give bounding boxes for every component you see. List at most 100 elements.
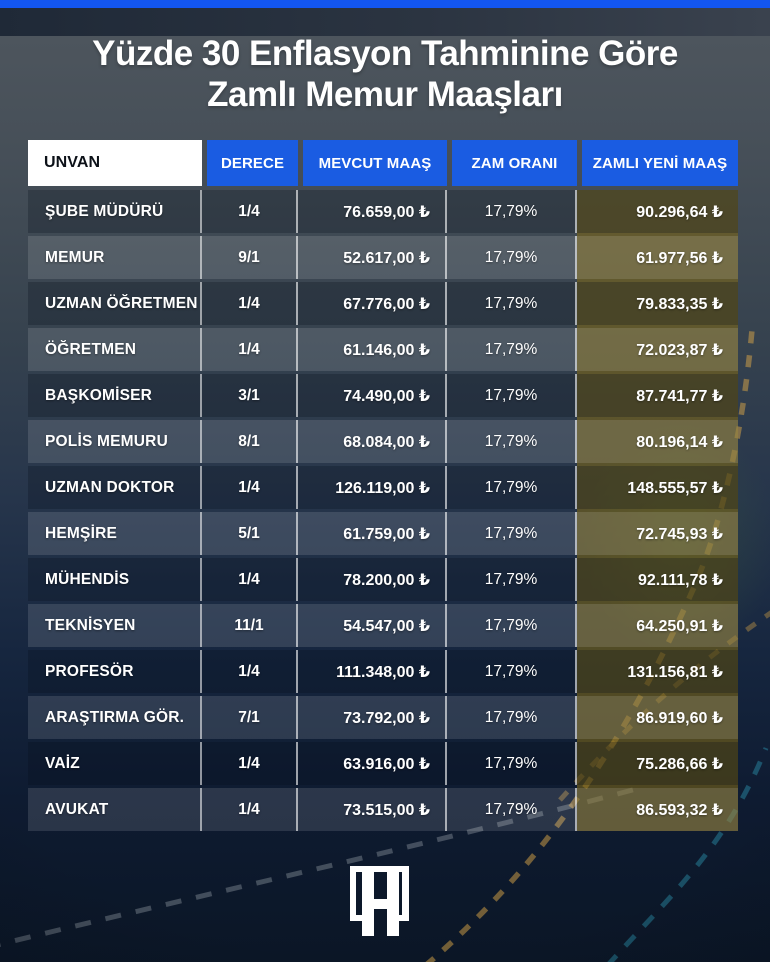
cell-mevcut-maas: 61.759,00 ₺ [298, 512, 447, 555]
cell-unvan: ŞUBE MÜDÜRÜ [28, 190, 202, 233]
table-header-row: UNVAN DERECE MEVCUT MAAŞ ZAM ORANI ZAMLI… [28, 140, 738, 186]
table-row: AVUKAT 1/4 73.515,00 ₺ 17,79% 86.593,32 … [28, 788, 738, 831]
header-mevcut-maas: MEVCUT MAAŞ [303, 140, 447, 186]
cell-zamli-maas: 75.286,66 ₺ [636, 755, 723, 773]
cell-unvan: BAŞKOMİSER [28, 374, 202, 417]
cell-mevcut-maas: 74.490,00 ₺ [298, 374, 447, 417]
table-row: UZMAN DOKTOR 1/4 126.119,00 ₺ 17,79% 148… [28, 466, 738, 509]
zamli-column-highlight [577, 190, 738, 831]
header-unvan: UNVAN [28, 140, 202, 186]
cell-mevcut-maas: 73.515,00 ₺ [298, 788, 447, 831]
cell-zam-orani: 17,79% [447, 788, 577, 831]
h-logo-icon [350, 866, 409, 936]
cell-zamli-maas: 148.555,57 ₺ [627, 479, 723, 497]
cell-unvan: TEKNİSYEN [28, 604, 202, 647]
hurriyet-h-logo [350, 866, 410, 938]
page-title-line2: Zamlı Memur Maaşları [207, 75, 563, 114]
table-row: VAİZ 1/4 63.916,00 ₺ 17,79% 75.286,66 ₺ [28, 742, 738, 785]
cell-derece: 1/4 [202, 190, 298, 233]
cell-zamli-maas: 80.196,14 ₺ [636, 433, 723, 451]
cell-derece: 1/4 [202, 742, 298, 785]
cell-derece: 8/1 [202, 420, 298, 463]
cell-unvan: POLİS MEMURU [28, 420, 202, 463]
cell-mevcut-maas: 54.547,00 ₺ [298, 604, 447, 647]
cell-unvan: ARAŞTIRMA GÖR. [28, 696, 202, 739]
cell-derece: 1/4 [202, 466, 298, 509]
cell-unvan: HEMŞİRE [28, 512, 202, 555]
cell-zamli-maas: 86.593,32 ₺ [636, 801, 723, 819]
cell-zam-orani: 17,79% [447, 236, 577, 279]
top-accent-strip [0, 0, 770, 8]
cell-zamli-maas: 72.023,87 ₺ [636, 341, 723, 359]
cell-zam-orani: 17,79% [447, 558, 577, 601]
salary-table: UNVAN DERECE MEVCUT MAAŞ ZAM ORANI ZAMLI… [28, 140, 738, 834]
cell-zam-orani: 17,79% [447, 328, 577, 371]
cell-zam-orani: 17,79% [447, 696, 577, 739]
cell-zamli-maas: 90.296,64 ₺ [636, 203, 723, 221]
header-zam-orani: ZAM ORANI [452, 140, 577, 186]
page-title-line1: Yüzde 30 Enflasyon Tahminine Göre [92, 34, 678, 73]
table-row: ARAŞTIRMA GÖR. 7/1 73.792,00 ₺ 17,79% 86… [28, 696, 738, 739]
cell-unvan: ÖĞRETMEN [28, 328, 202, 371]
top-header-bar [0, 8, 770, 36]
table-row: PROFESÖR 1/4 111.348,00 ₺ 17,79% 131.156… [28, 650, 738, 693]
cell-zam-orani: 17,79% [447, 190, 577, 233]
table-row: BAŞKOMİSER 3/1 74.490,00 ₺ 17,79% 87.741… [28, 374, 738, 417]
cell-derece: 5/1 [202, 512, 298, 555]
table-row: MÜHENDİS 1/4 78.200,00 ₺ 17,79% 92.111,7… [28, 558, 738, 601]
cell-unvan: UZMAN ÖĞRETMEN [28, 282, 202, 325]
cell-derece: 1/4 [202, 788, 298, 831]
cell-unvan: VAİZ [28, 742, 202, 785]
table-row: UZMAN ÖĞRETMEN 1/4 67.776,00 ₺ 17,79% 79… [28, 282, 738, 325]
cell-derece: 9/1 [202, 236, 298, 279]
cell-unvan: UZMAN DOKTOR [28, 466, 202, 509]
table-row: ÖĞRETMEN 1/4 61.146,00 ₺ 17,79% 72.023,8… [28, 328, 738, 371]
cell-mevcut-maas: 61.146,00 ₺ [298, 328, 447, 371]
cell-mevcut-maas: 68.084,00 ₺ [298, 420, 447, 463]
cell-zam-orani: 17,79% [447, 374, 577, 417]
cell-derece: 7/1 [202, 696, 298, 739]
table-row: TEKNİSYEN 11/1 54.547,00 ₺ 17,79% 64.250… [28, 604, 738, 647]
cell-mevcut-maas: 67.776,00 ₺ [298, 282, 447, 325]
cell-unvan: AVUKAT [28, 788, 202, 831]
cell-zamli-maas: 87.741,77 ₺ [636, 387, 723, 405]
cell-mevcut-maas: 126.119,00 ₺ [298, 466, 447, 509]
cell-zamli-maas: 72.745,93 ₺ [636, 525, 723, 543]
cell-zam-orani: 17,79% [447, 650, 577, 693]
cell-zam-orani: 17,79% [447, 282, 577, 325]
cell-derece: 3/1 [202, 374, 298, 417]
cell-zamli-maas: 64.250,91 ₺ [636, 617, 723, 635]
cell-mevcut-maas: 78.200,00 ₺ [298, 558, 447, 601]
cell-zam-orani: 17,79% [447, 512, 577, 555]
cell-derece: 1/4 [202, 558, 298, 601]
cell-zam-orani: 17,79% [447, 420, 577, 463]
cell-zamli-maas: 92.111,78 ₺ [638, 571, 723, 589]
cell-derece: 1/4 [202, 328, 298, 371]
cell-unvan: MÜHENDİS [28, 558, 202, 601]
cell-zamli-maas: 131.156,81 ₺ [627, 663, 723, 681]
table-body: ŞUBE MÜDÜRÜ 1/4 76.659,00 ₺ 17,79% 90.29… [28, 190, 738, 831]
cell-zamli-maas: 86.919,60 ₺ [636, 709, 723, 727]
table-row: POLİS MEMURU 8/1 68.084,00 ₺ 17,79% 80.1… [28, 420, 738, 463]
cell-zamli-maas: 79.833,35 ₺ [636, 295, 723, 313]
cell-derece: 11/1 [202, 604, 298, 647]
cell-zamli-maas: 61.977,56 ₺ [636, 249, 723, 267]
cell-zam-orani: 17,79% [447, 466, 577, 509]
table-row: ŞUBE MÜDÜRÜ 1/4 76.659,00 ₺ 17,79% 90.29… [28, 190, 738, 233]
table-row: MEMUR 9/1 52.617,00 ₺ 17,79% 61.977,56 ₺ [28, 236, 738, 279]
cell-zam-orani: 17,79% [447, 742, 577, 785]
cell-derece: 1/4 [202, 650, 298, 693]
cell-mevcut-maas: 76.659,00 ₺ [298, 190, 447, 233]
cell-unvan: MEMUR [28, 236, 202, 279]
cell-derece: 1/4 [202, 282, 298, 325]
header-derece: DERECE [207, 140, 298, 186]
cell-mevcut-maas: 73.792,00 ₺ [298, 696, 447, 739]
cell-mevcut-maas: 52.617,00 ₺ [298, 236, 447, 279]
table-row: HEMŞİRE 5/1 61.759,00 ₺ 17,79% 72.745,93… [28, 512, 738, 555]
page-title: Yüzde 30 Enflasyon Tahminine Göre Zamlı M… [0, 33, 770, 115]
cell-mevcut-maas: 63.916,00 ₺ [298, 742, 447, 785]
cell-mevcut-maas: 111.348,00 ₺ [298, 650, 447, 693]
cell-zam-orani: 17,79% [447, 604, 577, 647]
cell-unvan: PROFESÖR [28, 650, 202, 693]
